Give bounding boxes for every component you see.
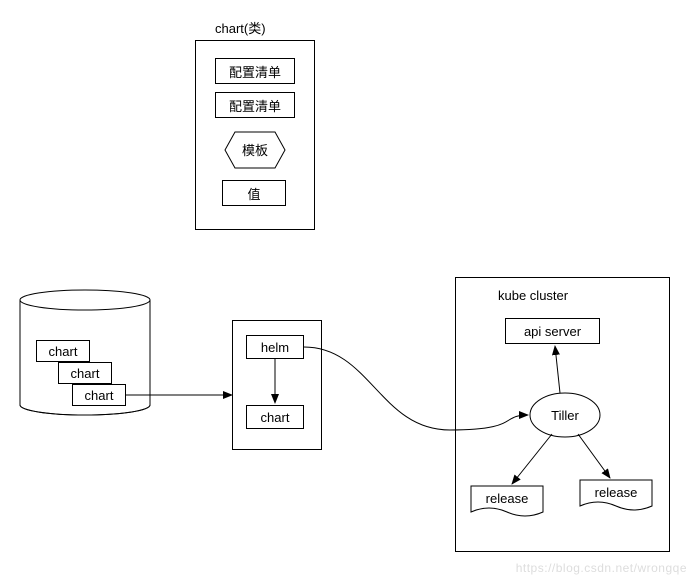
repo-chart-2: chart [72,384,126,406]
repo-chart-1: chart [58,362,112,384]
value-label: 值 [247,184,260,203]
value-box: 值 [222,180,286,206]
repo-chart-0: chart [36,340,90,362]
diagram-canvas: chart(类) 配置清单 配置清单 值 helm chart chart ch… [0,0,697,581]
config-manifest-2-label: 配置清单 [229,96,281,115]
helm-label: helm [261,340,289,355]
api-server-label: api server [524,324,581,339]
chart-class-title: chart(类) [215,18,266,37]
helm-chart-box: chart [246,405,304,429]
kube-cluster-title: kube cluster [498,288,568,303]
helm-chart-label: chart [261,410,290,425]
config-manifest-1-label: 配置清单 [229,62,281,81]
api-server-box: api server [505,318,600,344]
repo-chart-0-label: chart [49,344,78,359]
repo-chart-1-label: chart [71,366,100,381]
watermark: https://blog.csdn.net/wrongqe [516,561,687,575]
repo-chart-2-label: chart [85,388,114,403]
helm-box: helm [246,335,304,359]
config-manifest-2: 配置清单 [215,92,295,118]
config-manifest-1: 配置清单 [215,58,295,84]
